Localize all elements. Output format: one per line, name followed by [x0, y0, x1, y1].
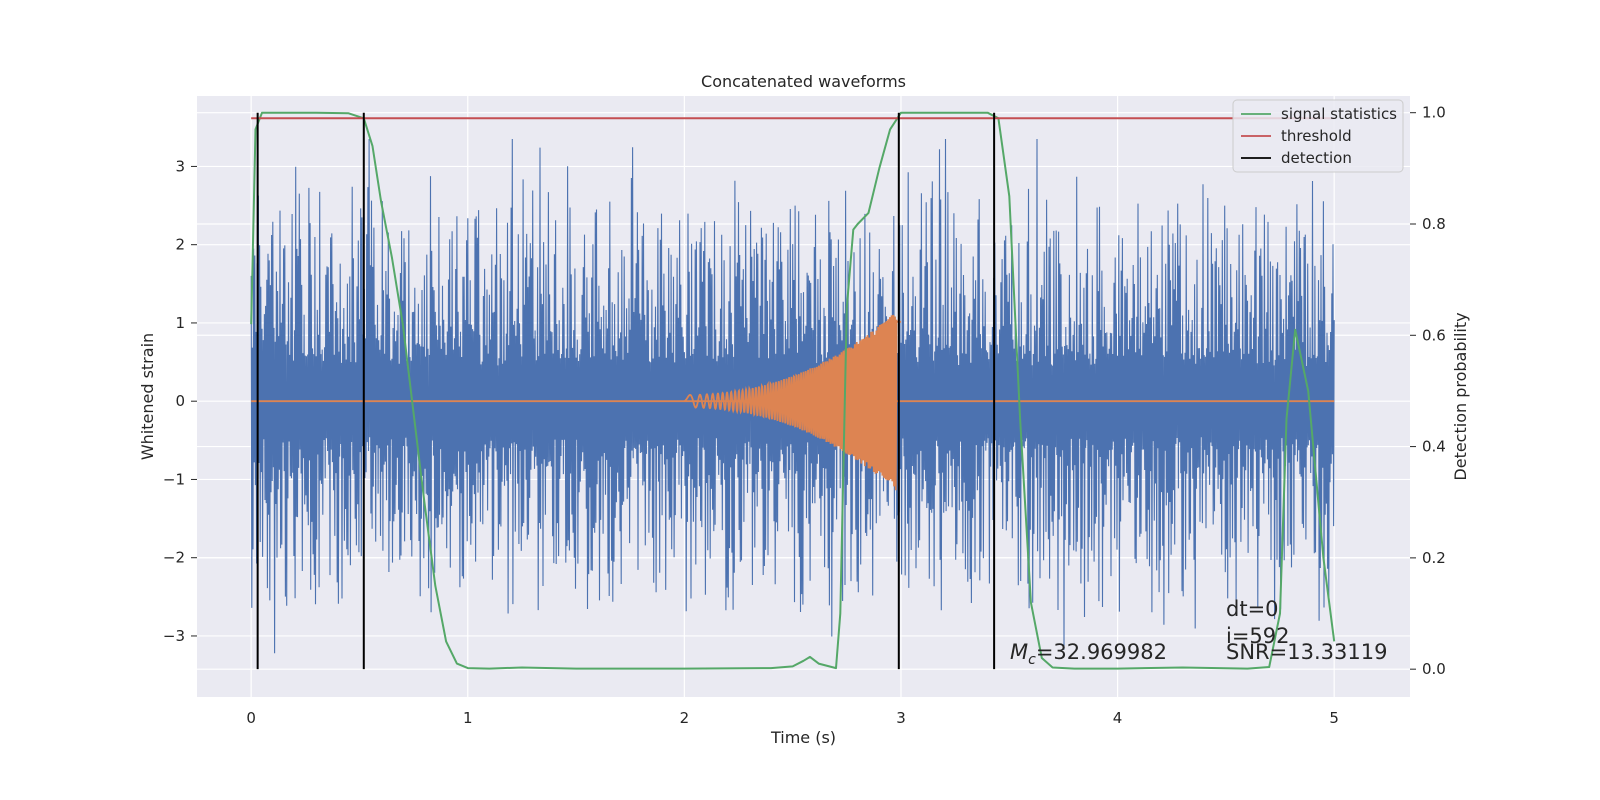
y-tick-label: 2 [175, 236, 185, 254]
x-tick-label: 1 [463, 709, 473, 727]
injected-signal-trace [251, 314, 1335, 491]
x-tick-label: 2 [680, 709, 690, 727]
x-tick-label: 0 [246, 709, 256, 727]
y2-tick-label: 0.8 [1422, 215, 1446, 233]
y2-tick-label: 0.0 [1422, 660, 1446, 678]
legend-label-signal-statistics: signal statistics [1281, 105, 1397, 123]
mc-symbol: M [1010, 640, 1028, 664]
y-tick-label: −2 [163, 549, 185, 567]
y2-tick-label: 0.4 [1422, 438, 1446, 456]
chart-title: Concatenated waveforms [701, 72, 906, 91]
y2-tick-label: 0.6 [1422, 326, 1446, 344]
legend: signal statistics threshold detection [1232, 99, 1404, 173]
x-tick-label: 5 [1329, 709, 1339, 727]
legend-label-detection: detection [1281, 149, 1352, 167]
y2-axis-label: Detection probability [1451, 312, 1470, 480]
legend-label-threshold: threshold [1281, 127, 1352, 145]
mc-value: =32.969982 [1036, 640, 1167, 664]
x-tick-label: 3 [896, 709, 906, 727]
y-tick-label: 1 [175, 314, 185, 332]
y-tick-label: −1 [163, 470, 185, 488]
mc-subscript: c [1028, 652, 1036, 668]
snr-annotation: SNR=13.33119 [1226, 640, 1387, 664]
y2-tick-label: 1.0 [1422, 104, 1446, 122]
axis-ticks: 0 1 2 3 4 5 −3 −2 −1 0 1 2 3 0.0 0.2 0.4 0.6 0.8 1.0 [163, 104, 1446, 727]
legend-box [1232, 99, 1404, 173]
strain-noise-line [250, 138, 1335, 654]
chirp-signal-line [683, 314, 901, 491]
y-tick-label: −3 [163, 627, 185, 645]
whitened-strain-trace [250, 138, 1335, 654]
dt-annotation: dt=0 [1226, 597, 1279, 621]
index-annotation: i=592 [1226, 624, 1290, 648]
x-axis-label: Time (s) [770, 728, 836, 747]
y-tick-label: 3 [175, 157, 185, 175]
y2-tick-label: 0.2 [1422, 549, 1446, 567]
y-tick-label: 0 [175, 392, 185, 410]
x-tick-label: 4 [1113, 709, 1123, 727]
chirp-mass-annotation: Mc=32.969982 [1010, 640, 1167, 668]
y-axis-label: Whitened strain [138, 333, 157, 460]
detection-markers [256, 112, 996, 670]
signal-statistics-trace [250, 111, 1336, 670]
signal-statistics-line [250, 111, 1336, 670]
